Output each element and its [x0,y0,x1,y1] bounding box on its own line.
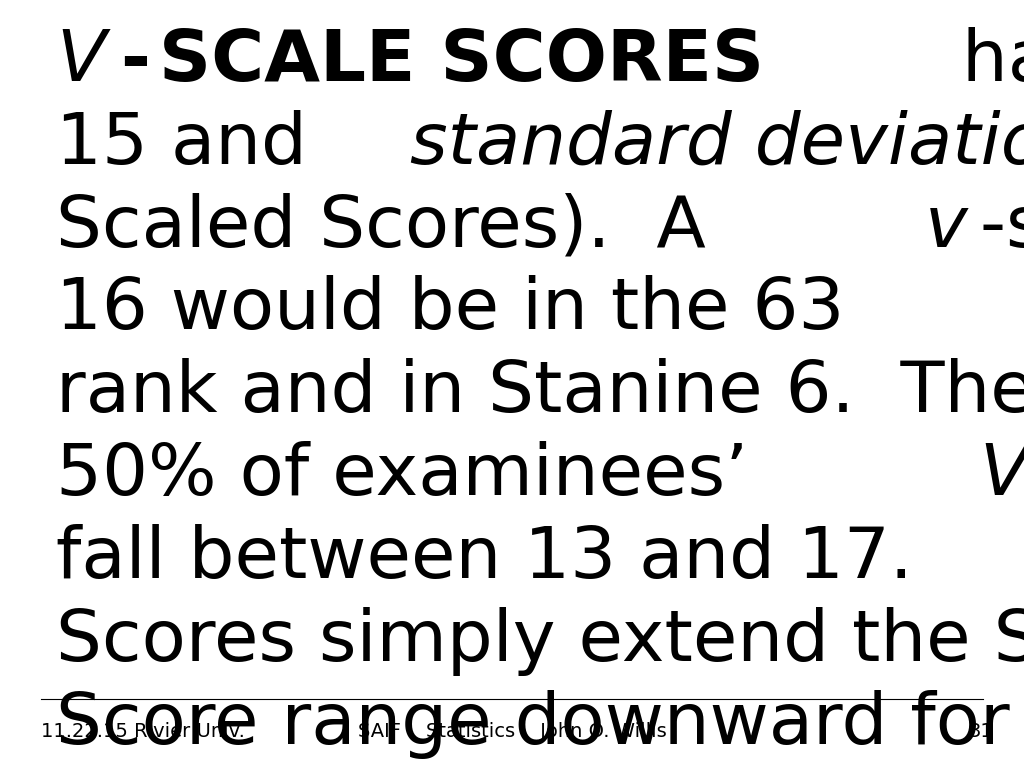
Text: 31: 31 [969,722,993,741]
Text: V: V [56,27,105,96]
Text: SCALE SCORES: SCALE SCORES [159,27,764,96]
Text: Scaled Scores).  A: Scaled Scores). A [56,193,729,262]
Text: v: v [925,193,967,262]
Text: Score range downward for the: Score range downward for the [56,690,1024,760]
Text: SAIF    Statistics    John O. Willis: SAIF Statistics John O. Willis [357,722,667,741]
Text: rank and in Stanine 6.  The middle: rank and in Stanine 6. The middle [56,359,1024,428]
Text: have a: have a [939,27,1024,96]
Text: Scores simply extend the Scaled-: Scores simply extend the Scaled- [56,607,1024,677]
Text: standard deviation: standard deviation [410,110,1024,179]
Text: -: - [120,27,150,96]
Text: 11.22.15 Rivier Univ.: 11.22.15 Rivier Univ. [41,722,245,741]
Text: 15 and: 15 and [56,110,330,179]
Text: 50% of examinees’: 50% of examinees’ [56,442,771,511]
Text: fall between 13 and 17.: fall between 13 and 17. [56,525,959,594]
Text: -scale score of: -scale score of [980,193,1024,262]
Text: 16 would be in the 63: 16 would be in the 63 [56,276,845,345]
Text: V: V [979,442,1024,511]
